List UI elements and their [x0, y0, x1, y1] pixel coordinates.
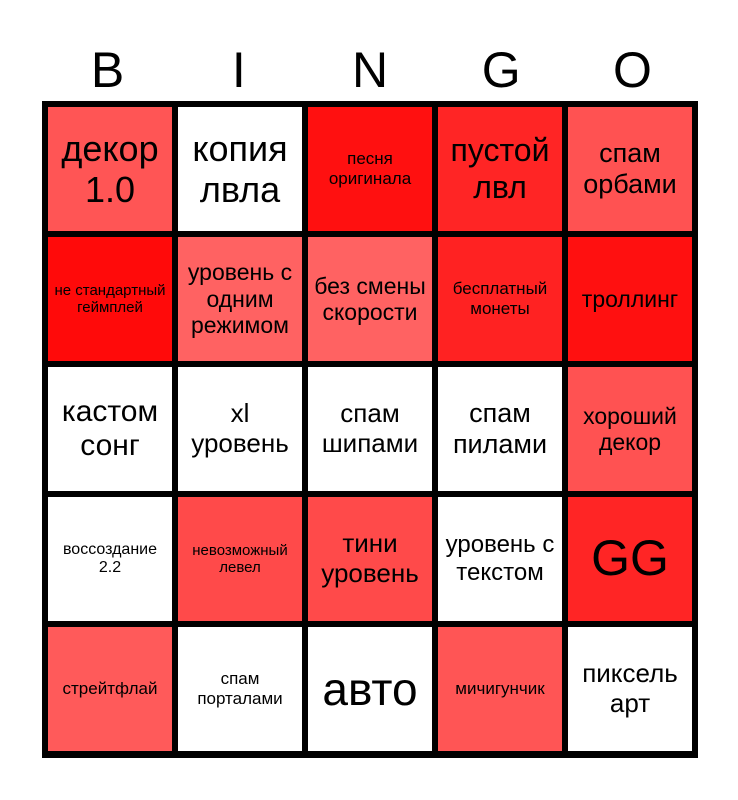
bingo-cell-text: тини уровень	[321, 528, 419, 588]
bingo-cell-text: хороший декор	[583, 402, 677, 455]
bingo-cell-text: спам орбами	[583, 137, 677, 199]
bingo-cell[interactable]: тини уровень	[308, 497, 432, 621]
bingo-cell-text: пиксель арт	[582, 658, 678, 718]
bingo-cell[interactable]: декор 1.0	[48, 107, 172, 231]
bingo-cell[interactable]: хороший декор	[568, 367, 692, 491]
bingo-cell[interactable]: песня оригинала	[308, 107, 432, 231]
bingo-cell-text: спам порталами	[197, 669, 283, 708]
bingo-cell[interactable]: не стандартный геймплей	[48, 237, 172, 361]
bingo-cell[interactable]: бесплатный монеты	[438, 237, 562, 361]
bingo-header: B I N G O	[42, 40, 698, 100]
bingo-cell[interactable]: уровень с текстом	[438, 497, 562, 621]
bingo-cell-text: авто	[322, 662, 418, 715]
bingo-cell[interactable]: уровень с одним режимом	[178, 237, 302, 361]
header-letter-i: I	[231, 42, 246, 98]
bingo-cell-text: копия лвла	[192, 127, 288, 210]
bingo-cell-text: мичигунчик	[455, 679, 545, 699]
bingo-cell-text: кастом сонг	[61, 394, 159, 463]
bingo-cell[interactable]: троллинг	[568, 237, 692, 361]
bingo-cell[interactable]: спам порталами	[178, 627, 302, 751]
bingo-cell-text: стрейтфлай	[62, 679, 158, 699]
bingo-cell-text: песня оригинала	[328, 149, 412, 188]
bingo-cell[interactable]: GG	[568, 497, 692, 621]
bingo-cell[interactable]: авто	[308, 627, 432, 751]
bingo-cell[interactable]: воссоздание 2.2	[48, 497, 172, 621]
bingo-cell-text: невозможный левел	[192, 541, 288, 576]
bingo-cell-text: пустой лвл	[450, 132, 550, 205]
bingo-cell[interactable]: спам орбами	[568, 107, 692, 231]
header-letter-o: O	[612, 42, 652, 98]
bingo-cell-text: спам шипами	[321, 398, 419, 458]
bingo-cell-text: GG	[591, 530, 669, 587]
bingo-cell[interactable]: мичигунчик	[438, 627, 562, 751]
bingo-cell-text: воссоздание 2.2	[62, 540, 157, 576]
bingo-cell-text: без смены скорости	[314, 272, 426, 325]
bingo-cell-text: xl уровень	[191, 398, 289, 458]
bingo-cell-text: уровень с одним режимом	[187, 259, 293, 339]
bingo-cell-text: бесплатный монеты	[452, 279, 548, 318]
bingo-cell-text: уровень с текстом	[445, 531, 555, 586]
bingo-cell[interactable]: невозможный левел	[178, 497, 302, 621]
bingo-cell-text: спам пилами	[452, 397, 548, 459]
bingo-cell[interactable]: пустой лвл	[438, 107, 562, 231]
bingo-cell[interactable]: спам пилами	[438, 367, 562, 491]
bingo-cell[interactable]: пиксель арт	[568, 627, 692, 751]
bingo-cell[interactable]: спам шипами	[308, 367, 432, 491]
header-letter-n: N	[351, 42, 389, 98]
header-letter-g: G	[481, 42, 521, 98]
bingo-cell[interactable]: xl уровень	[178, 367, 302, 491]
bingo-cell-text: не стандартный геймплей	[54, 281, 166, 316]
bingo-grid: декор 1.0 копия лвла песня оригинала пустой…	[42, 101, 698, 758]
bingo-cell[interactable]: без смены скорости	[308, 237, 432, 361]
header-letter-b: B	[90, 42, 125, 98]
bingo-cell[interactable]: кастом сонг	[48, 367, 172, 491]
bingo-cell[interactable]: копия лвла	[178, 107, 302, 231]
bingo-cell-text: троллинг	[581, 285, 679, 312]
bingo-cell-text: декор 1.0	[61, 127, 159, 210]
bingo-cell[interactable]: стрейтфлай	[48, 627, 172, 751]
